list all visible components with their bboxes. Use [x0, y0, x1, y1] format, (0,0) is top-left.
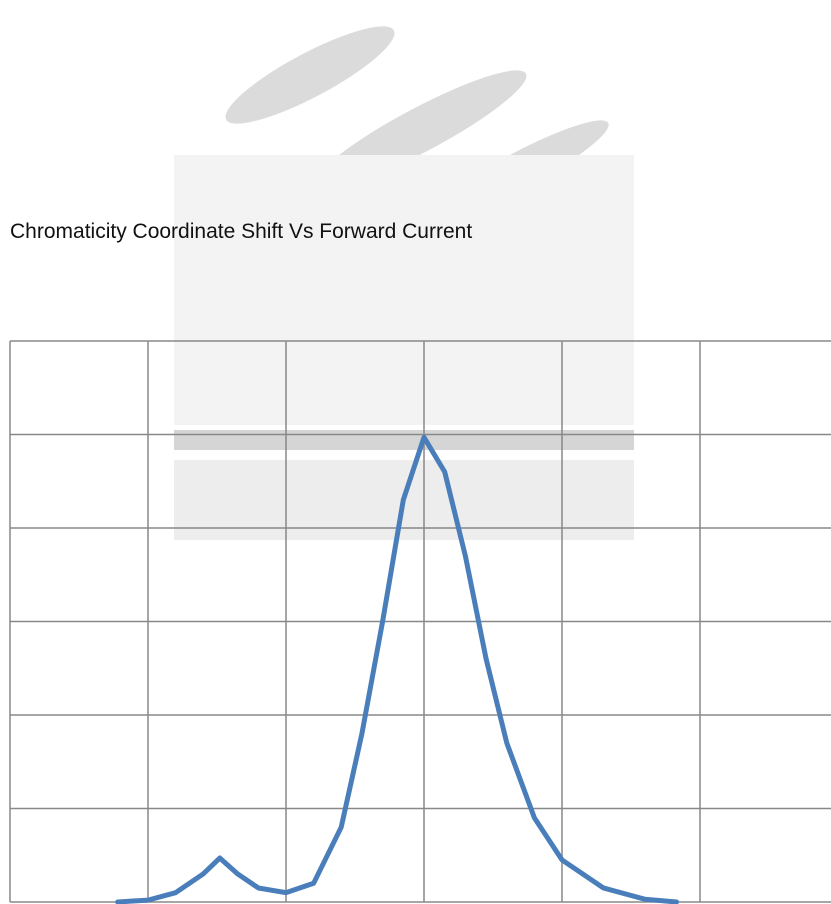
line-series [115, 434, 680, 904]
grid [9, 340, 831, 903]
watermark [174, 26, 634, 540]
plot [115, 434, 680, 904]
chart-title: Chromaticity Coordinate Shift Vs Forward… [10, 220, 472, 243]
